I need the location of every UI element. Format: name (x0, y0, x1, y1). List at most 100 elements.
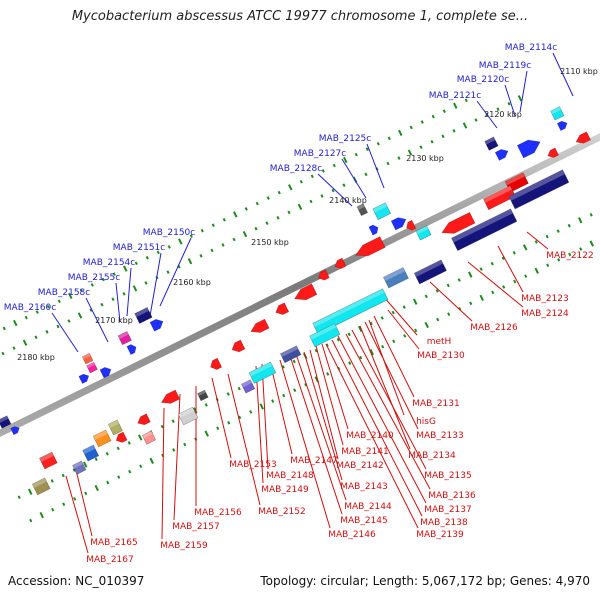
gene-label-mab-2140[interactable]: MAB_2140 (346, 431, 394, 441)
gene-feature-35[interactable] (508, 169, 570, 210)
gene-label-mab-2114c[interactable]: MAB_2114c (505, 43, 558, 53)
gene-label-mab-2149[interactable]: MAB_2149 (261, 485, 309, 495)
gene-label-mab-2134[interactable]: MAB_2134 (408, 451, 456, 461)
gene-label-mab-2167[interactable]: MAB_2167 (86, 555, 134, 565)
gene-label-mab-2157[interactable]: MAB_2157 (172, 522, 220, 532)
gene-label-mab-2126[interactable]: MAB_2126 (470, 323, 518, 333)
gene-label-mab-2147[interactable]: MAB_2147 (290, 456, 338, 466)
gene-label-mab-2125c[interactable]: MAB_2125c (319, 134, 372, 144)
gene-label-mab-2151c[interactable]: MAB_2151c (113, 243, 166, 253)
gene-label-mab-2131[interactable]: MAB_2131 (412, 399, 460, 409)
gene-label-mab-2138[interactable]: MAB_2138 (420, 518, 468, 528)
gene-label-mab-2155c[interactable]: MAB_2155c (68, 273, 121, 283)
gene-feature-1[interactable] (556, 119, 569, 131)
gene-feature-3[interactable] (494, 147, 510, 161)
gene-label-mab-2148[interactable]: MAB_2148 (266, 471, 314, 481)
gene-label-mab-2137[interactable]: MAB_2137 (424, 505, 472, 515)
gene-label-meth[interactable]: metH (427, 337, 452, 347)
gene-feature-29[interactable] (249, 318, 270, 336)
gene-label-hisg[interactable]: hisG (416, 417, 436, 427)
gene-feature-43[interactable] (241, 379, 256, 394)
gene-label-mab-2152[interactable]: MAB_2152 (258, 507, 306, 517)
gene-feature-37[interactable] (413, 259, 447, 285)
gene-feature-0[interactable] (550, 106, 565, 121)
gene-label-mab-2154c[interactable]: MAB_2154c (83, 258, 136, 268)
gene-feature-33[interactable] (136, 413, 151, 427)
gene-feature-48[interactable] (141, 430, 157, 445)
gene-label-mab-2165[interactable]: MAB_2165 (90, 538, 138, 548)
gene-feature-34[interactable] (114, 431, 128, 444)
gene-label-mab-2121c[interactable]: MAB_2121c (429, 91, 482, 101)
gene-label-mab-2144[interactable]: MAB_2144 (344, 502, 392, 512)
gene-label-mab-2153[interactable]: MAB_2153 (229, 460, 277, 470)
gene-label-mab-2120c[interactable]: MAB_2120c (457, 75, 510, 85)
gene-feature-6[interactable] (372, 202, 392, 221)
gene-feature-36[interactable] (451, 208, 518, 252)
gene-label-mab-2160c[interactable]: MAB_2160c (4, 303, 57, 313)
gene-feature-18[interactable] (10, 425, 21, 436)
gene-feature-8[interactable] (390, 215, 408, 231)
gene-label-mab-2150c[interactable]: MAB_2150c (143, 228, 196, 238)
gene-feature-14[interactable] (86, 361, 98, 374)
gene-label-mab-2143[interactable]: MAB_2143 (340, 482, 388, 492)
gene-feature-12[interactable] (126, 343, 138, 355)
tick-mark (314, 348, 318, 353)
gene-feature-31[interactable] (208, 357, 223, 371)
gene-feature-26[interactable] (316, 269, 330, 282)
gene-feature-28[interactable] (274, 302, 290, 317)
gene-label-mab-2158c[interactable]: MAB_2158c (38, 288, 91, 298)
gene-label-mab-2123[interactable]: MAB_2123 (521, 294, 569, 304)
gene-feature-41[interactable] (279, 345, 302, 364)
gene-feature-42[interactable] (248, 361, 277, 384)
gene-feature-44[interactable] (405, 219, 417, 232)
gene-feature-39[interactable] (312, 288, 389, 335)
gene-feature-27[interactable] (292, 283, 318, 304)
gene-label-mab-2128c[interactable]: MAB_2128c (270, 164, 323, 174)
gene-label-mab-2124[interactable]: MAB_2124 (521, 309, 569, 319)
gene-label-mab-2159[interactable]: MAB_2159 (160, 541, 208, 551)
gene-label-mab-2127c[interactable]: MAB_2127c (294, 149, 347, 159)
gene-feature-47[interactable] (177, 406, 199, 426)
gene-label-mab-2142[interactable]: MAB_2142 (336, 461, 384, 471)
gene-feature-46[interactable] (197, 389, 209, 402)
gene-label-mab-2122[interactable]: MAB_2122 (546, 251, 594, 261)
gene-feature-17[interactable] (0, 415, 12, 429)
gene-label-mab-2136[interactable]: MAB_2136 (428, 491, 476, 501)
gene-feature-13[interactable] (81, 352, 94, 365)
gene-feature-54[interactable] (31, 477, 51, 496)
gene-label-mab-2146[interactable]: MAB_2146 (328, 530, 376, 540)
gene-feature-50[interactable] (92, 429, 112, 448)
gene-feature-45[interactable] (415, 225, 432, 241)
gene-label-mab-2141[interactable]: MAB_2141 (341, 447, 389, 457)
gene-feature-53[interactable] (39, 451, 58, 470)
gene-feature-4[interactable] (516, 136, 543, 159)
gene-feature-9[interactable] (134, 307, 153, 324)
gene-feature-40[interactable] (309, 323, 341, 348)
gene-feature-2[interactable] (484, 136, 499, 151)
gene-feature-11[interactable] (117, 330, 132, 346)
gene-label-mab-2133[interactable]: MAB_2133 (416, 431, 464, 441)
gene-feature-23[interactable] (439, 211, 476, 238)
gene-feature-38[interactable] (383, 267, 409, 289)
gene-feature-24[interactable] (353, 236, 386, 261)
gene-feature-51[interactable] (82, 444, 100, 462)
gene-feature-10[interactable] (149, 317, 165, 332)
gene-label-mab-2145[interactable]: MAB_2145 (340, 516, 388, 526)
gene-feature-52[interactable] (72, 460, 87, 475)
gene-feature-32[interactable] (159, 389, 181, 407)
gene-feature-30[interactable] (230, 339, 246, 354)
gene-feature-19[interactable] (574, 131, 592, 146)
gene-feature-25[interactable] (333, 257, 347, 270)
gene-label-mab-2139[interactable]: MAB_2139 (416, 530, 464, 540)
gene-label-mab-2119c[interactable]: MAB_2119c (479, 61, 532, 71)
gene-feature-20[interactable] (546, 147, 559, 160)
gene-feature-7[interactable] (368, 223, 380, 236)
gene-feature-5[interactable] (356, 203, 369, 217)
gene-label-mab-2156[interactable]: MAB_2156 (194, 508, 242, 518)
gene-feature-49[interactable] (107, 419, 123, 436)
gene-label-mab-2130[interactable]: MAB_2130 (417, 351, 465, 361)
gene-feature-15[interactable] (78, 372, 91, 384)
gene-feature-22[interactable] (482, 185, 516, 211)
gene-feature-16[interactable] (99, 365, 113, 379)
gene-label-mab-2135[interactable]: MAB_2135 (424, 471, 472, 481)
